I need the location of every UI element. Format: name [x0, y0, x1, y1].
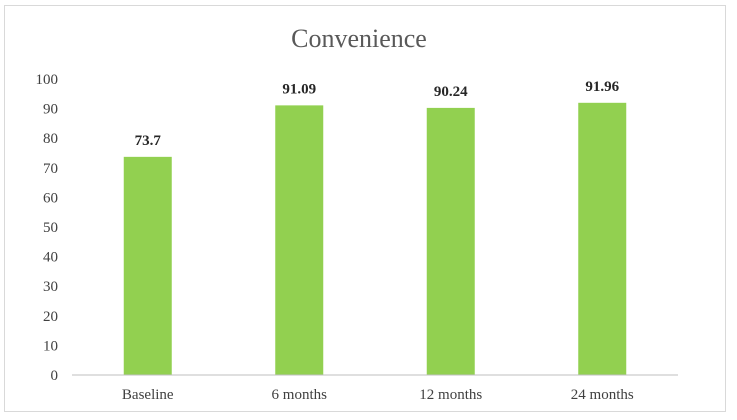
y-tick-label: 80	[43, 131, 58, 147]
x-tick-label: 6 months	[272, 387, 328, 403]
y-tick-label: 50	[43, 220, 58, 236]
data-label: 91.96	[585, 79, 619, 95]
x-tick-label: Baseline	[122, 387, 174, 403]
bar	[426, 107, 475, 376]
bar	[578, 102, 627, 375]
x-tick-label: 24 months	[571, 387, 634, 403]
chart-title: Convenience	[291, 24, 427, 53]
y-tick-label: 100	[36, 72, 59, 88]
data-label: 90.24	[434, 84, 468, 100]
y-tick-label: 60	[43, 190, 58, 206]
data-labels: 73.7 91.09 90.24 91.96	[135, 79, 620, 149]
y-tick-label: 10	[43, 338, 58, 354]
y-tick-label: 90	[43, 102, 58, 118]
data-label: 73.7	[135, 133, 162, 149]
x-axis: Baseline 6 months 12 months 24 months	[122, 387, 634, 403]
bar	[275, 105, 324, 375]
bars	[123, 102, 627, 376]
y-tick-label: 30	[43, 279, 58, 295]
y-axis: 0 10 20 30 40 50 60 70 80 90 100	[36, 72, 59, 384]
y-tick-label: 20	[43, 309, 58, 325]
x-tick-label: 12 months	[419, 387, 482, 403]
y-tick-label: 70	[43, 161, 58, 177]
y-tick-label: 40	[43, 250, 58, 266]
y-tick-label: 0	[51, 368, 59, 384]
bar	[123, 156, 172, 375]
data-label: 91.09	[282, 81, 316, 97]
